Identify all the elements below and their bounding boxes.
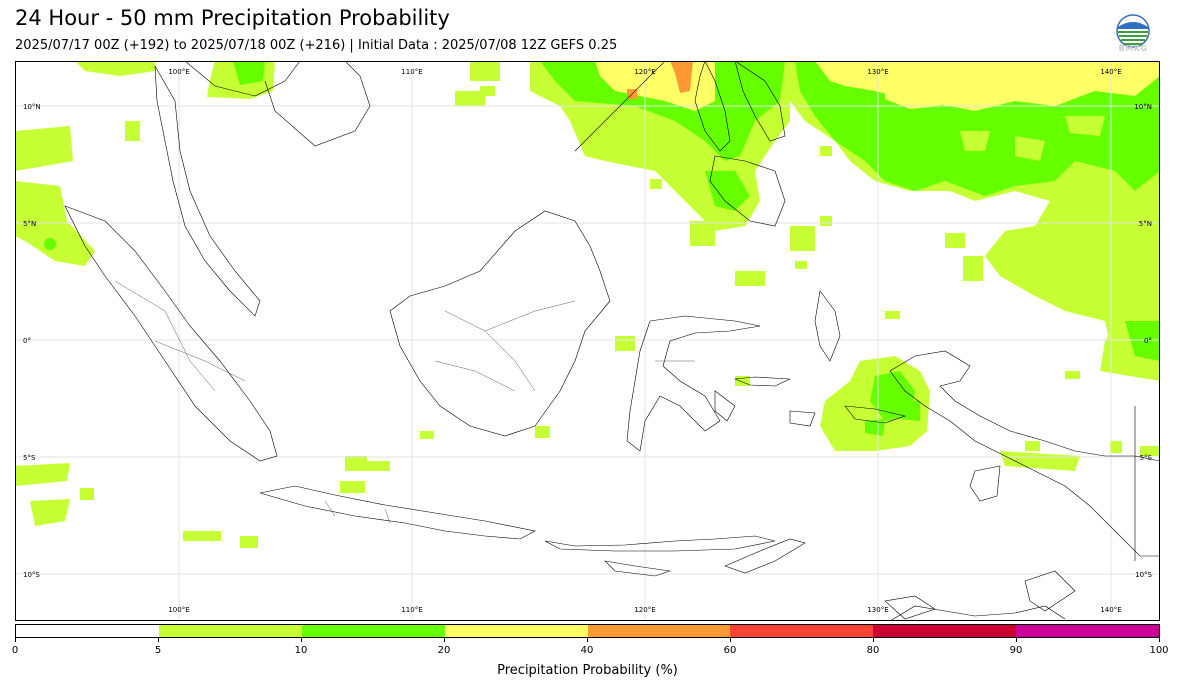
java-outline [259, 485, 536, 540]
lon-label: 120°E [634, 68, 655, 76]
lat-label: 5°S [1140, 454, 1153, 462]
map-frame [15, 61, 1160, 621]
lon-label: 100°E [168, 606, 189, 614]
colorbar-seg-40-60 [587, 625, 731, 637]
lat-label: 5°S [23, 454, 36, 462]
lat-labels-right: 10°N 5°N 0° 5°S 10°S [1134, 103, 1152, 579]
province-boundaries [114, 280, 695, 524]
gridlines [15, 61, 1160, 621]
colorbar-tick-label: 5 [154, 645, 162, 656]
lat-label: 10°N [23, 103, 41, 111]
colorbar-seg-90-100 [1016, 625, 1159, 637]
lat-label: 10°N [1134, 103, 1152, 111]
colorbar-tick-label: 90 [1009, 645, 1023, 656]
lat-label: 10°S [1135, 571, 1152, 579]
borneo-outline [389, 210, 611, 437]
lat-label: 5°N [23, 220, 36, 228]
precipitation-shading [15, 61, 1160, 548]
shade-west-south-2 [30, 499, 70, 526]
colorbar-seg-60-80 [730, 625, 874, 637]
chart-subtitle: 2025/07/17 00Z (+192) to 2025/07/18 00Z … [15, 38, 618, 53]
halmahera-outline [814, 290, 841, 362]
colorbar-seg-5-10 [158, 625, 302, 637]
lat-labels-left: 10°N 5°N 0° 5°S 10°S [23, 103, 41, 579]
shade-west-south [15, 463, 70, 486]
colorbar-tick-label: 100 [1149, 645, 1169, 656]
lon-label: 110°E [401, 68, 422, 76]
colorbar-seg-80-90 [873, 625, 1017, 637]
precipitation-map: 100°E 110°E 120°E 130°E 140°E 100°E 110°… [15, 61, 1160, 621]
colorbar-tick-label: 20 [437, 645, 451, 656]
lat-label: 0° [23, 337, 31, 345]
lon-label: 110°E [401, 606, 422, 614]
bmkg-logo-icon [1116, 14, 1150, 48]
colorbar [15, 624, 1160, 638]
lon-label: 130°E [867, 606, 888, 614]
lon-label: 140°E [1100, 606, 1121, 614]
papua-outline [889, 350, 1160, 557]
map-panel: 100°E 110°E 120°E 130°E 140°E 100°E 110°… [15, 61, 1160, 621]
colorbar-seg-0-5 [16, 625, 159, 637]
chart-title: 24 Hour - 50 mm Precipitation Probabilit… [15, 6, 450, 30]
philippines-outline [574, 61, 666, 152]
colorbar-tick-label: 60 [723, 645, 737, 656]
lat-label: 5°N [1139, 220, 1152, 228]
colorbar-seg-20-40 [444, 625, 588, 637]
shade-west-coast [15, 126, 73, 171]
lat-label: 0° [1144, 337, 1152, 345]
lon-label: 130°E [867, 68, 888, 76]
colorbar-tick-label: 80 [866, 645, 880, 656]
colorbar-seg-10-20 [301, 625, 445, 637]
shade-orange-core [670, 61, 693, 93]
malay-peninsula-outline [154, 65, 261, 317]
lon-labels-top: 100°E 110°E 120°E 130°E 140°E [168, 68, 1121, 76]
shade-top-left [75, 61, 155, 76]
sulawesi-outline [626, 315, 761, 452]
colorbar-title: Precipitation Probability (%) [497, 663, 678, 678]
lon-label: 140°E [1100, 68, 1121, 76]
bmkg-logo-text: BMKG [1118, 44, 1148, 53]
lon-labels-bottom: 100°E 110°E 120°E 130°E 140°E [168, 606, 1121, 614]
coastlines [64, 61, 1160, 621]
lat-label: 10°S [23, 571, 40, 579]
sumatra-outline [64, 205, 278, 462]
colorbar-tick-label: 40 [580, 645, 594, 656]
colorbar-tick-label: 0 [11, 645, 19, 656]
timor-outline [724, 538, 806, 574]
lon-label: 120°E [634, 606, 655, 614]
lon-label: 100°E [168, 68, 189, 76]
colorbar-tick-label: 10 [294, 645, 308, 656]
